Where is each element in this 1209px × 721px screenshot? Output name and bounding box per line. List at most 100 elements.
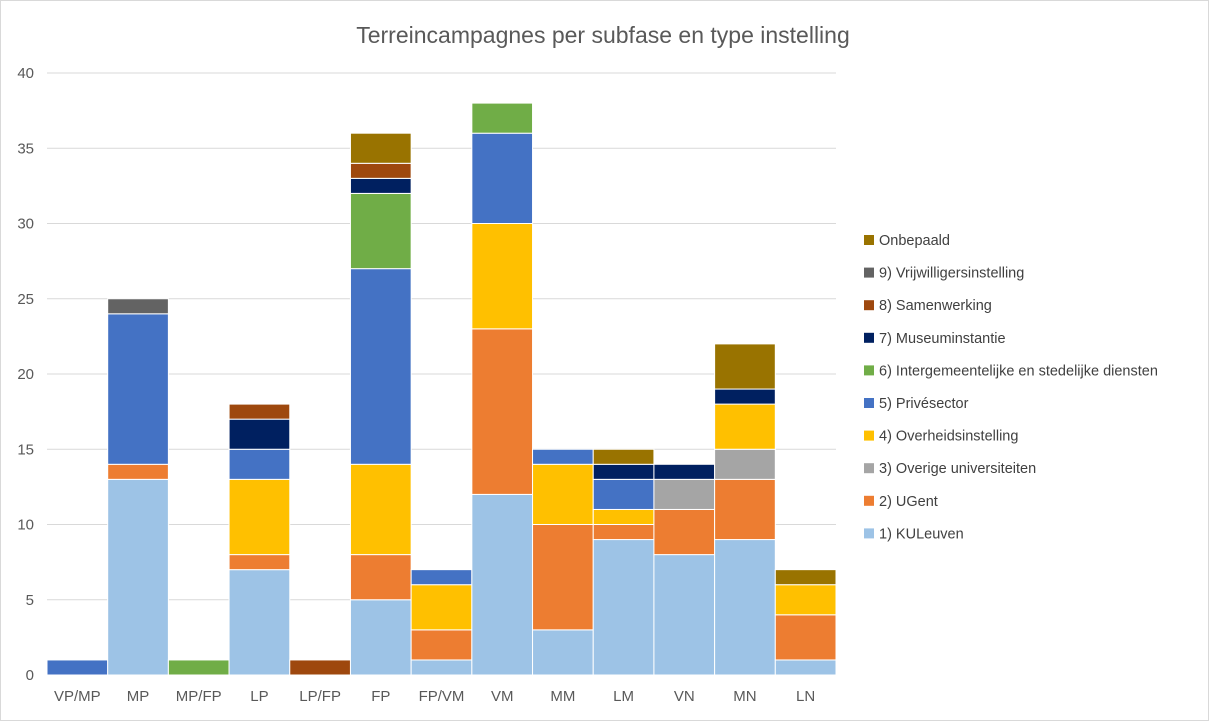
bar-segment (653, 554, 716, 676)
y-tick-label: 35 (17, 140, 34, 157)
legend-label: 6) Intergemeentelijke en stedelijke dien… (879, 363, 1158, 379)
legend-item: 9) Vrijwilligersinstelling (864, 266, 1024, 282)
legend: Onbepaald 9) Vrijwilligersinstelling 8) Sa… (864, 233, 1158, 542)
bar-segment (532, 463, 594, 525)
legend-item: 2) UGent (864, 494, 938, 510)
bar-segment (471, 493, 534, 676)
bar-segment (471, 223, 534, 330)
legend-item: 8) Samenwerking (864, 298, 992, 314)
bar-segment (774, 659, 837, 676)
x-tick-label: MN (733, 688, 756, 705)
y-axis: 0 5 10 15 20 25 30 35 40 (17, 65, 34, 684)
legend-swatch (864, 267, 874, 278)
bar-segment (349, 268, 412, 465)
bar-segment (714, 448, 776, 480)
legend-label: 2) UGent (879, 494, 938, 510)
bar-segment (107, 313, 169, 465)
bar-segment (167, 659, 230, 676)
legend-label: 3) Overige universiteiten (879, 461, 1036, 477)
plot-area (46, 102, 837, 676)
bar-segment (228, 478, 291, 556)
y-tick-label: 40 (17, 65, 34, 82)
legend-item: Onbepaald (864, 233, 950, 249)
bar-segment (410, 659, 473, 676)
bar-segment (532, 524, 594, 631)
bar-segment (653, 463, 716, 480)
y-tick-label: 15 (17, 441, 34, 458)
legend-item: 3) Overige universiteiten (864, 461, 1036, 477)
bar-segment (592, 508, 655, 526)
x-tick-label: VP/MP (54, 688, 101, 705)
bar-segment (592, 524, 655, 541)
bar-segment (410, 584, 473, 631)
legend-swatch (864, 332, 874, 343)
x-tick-label: LP (250, 688, 268, 705)
bar-segment (107, 478, 169, 676)
legend-swatch (864, 398, 874, 408)
x-axis: VP/MP MP MP/FP LP LP/FP FP FP/VM VM MM LM VN MN LN (54, 688, 815, 705)
y-tick-label: 25 (17, 291, 34, 308)
legend-item: 6) Intergemeentelijke en stedelijke dien… (864, 363, 1158, 379)
bar-segment (349, 599, 412, 676)
bar-segment (228, 554, 291, 571)
x-tick-label: FP (371, 688, 390, 705)
x-tick-label: MP (127, 688, 150, 705)
legend-label: 5) Privésector (879, 396, 969, 412)
bar-segment (349, 177, 412, 194)
bar-segment (714, 403, 776, 450)
bar-segment (107, 463, 169, 480)
bar-segment (714, 539, 776, 676)
legend-swatch (864, 463, 874, 474)
legend-item: 5) Privésector (864, 396, 969, 412)
legend-swatch (864, 495, 874, 506)
bar-segment (592, 478, 655, 510)
bar-segment (228, 403, 291, 420)
x-tick-label: LP/FP (299, 688, 341, 705)
bar-segment (714, 343, 776, 390)
bar-segment (774, 569, 837, 586)
legend-item: 1) KULeuven (864, 526, 964, 542)
bar-segment (289, 659, 351, 676)
bar-segment (349, 192, 412, 270)
bar-segment (349, 162, 412, 179)
bar-segment (349, 132, 412, 164)
x-tick-label: LN (796, 688, 815, 705)
legend-swatch (864, 300, 874, 311)
bar-segment (532, 629, 594, 676)
legend-label: 7) Museuminstantie (879, 331, 1006, 347)
x-tick-label: FP/VM (419, 688, 465, 705)
y-tick-label: 5 (26, 592, 34, 609)
x-tick-label: MM (550, 688, 575, 705)
bar-segment (774, 614, 837, 661)
legend-item: 4) Overheidsinstelling (864, 429, 1018, 445)
y-tick-label: 30 (17, 216, 34, 233)
bar-segment (714, 388, 776, 405)
chart-title: Terreincampagnes per subfase en type ins… (356, 22, 850, 48)
legend-label: Onbepaald (879, 233, 950, 249)
bar-segment (349, 554, 412, 601)
bar-segment (471, 102, 534, 134)
legend-label: 1) KULeuven (879, 526, 964, 542)
bar-segment (714, 478, 776, 541)
bar-segment (228, 569, 291, 676)
bar-segment (228, 448, 291, 480)
bar-segment (592, 463, 655, 480)
legend-swatch (864, 430, 874, 441)
bar-segment (410, 569, 473, 586)
x-tick-label: VN (674, 688, 695, 705)
bar-segment (349, 463, 412, 556)
legend-swatch (864, 528, 874, 539)
bar-segment (471, 328, 534, 495)
bar-segment (532, 448, 594, 465)
x-tick-label: MP/FP (176, 688, 222, 705)
y-tick-label: 20 (17, 366, 34, 383)
legend-swatch (864, 235, 874, 245)
bar-segment (410, 629, 473, 661)
bar-segment (471, 132, 534, 224)
legend-label: 4) Overheidsinstelling (879, 429, 1018, 445)
bar-segment (228, 418, 291, 450)
legend-item: 7) Museuminstantie (864, 331, 1006, 347)
legend-swatch (864, 365, 874, 376)
bar-segment (653, 508, 716, 556)
